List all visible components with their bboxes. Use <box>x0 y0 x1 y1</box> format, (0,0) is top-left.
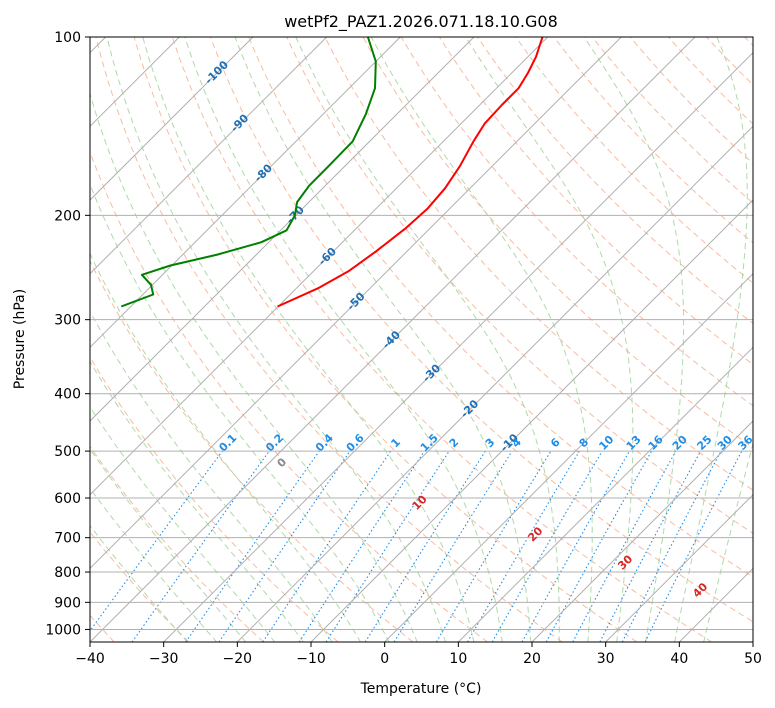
moist-adiabat-line <box>184 37 503 642</box>
mixing-ratio-line <box>325 450 450 642</box>
x-tick-label: 30 <box>597 651 615 667</box>
y-tick-label: 200 <box>54 208 81 224</box>
y-axis: 100 200 300 400 500 600 700 800 900 1000 <box>45 30 90 638</box>
y-tick-label: 900 <box>54 595 81 611</box>
dry-adiabat-line <box>629 37 753 165</box>
dewpoint-profile-line <box>120 37 377 308</box>
sounding-series <box>120 37 544 308</box>
dry-adiabat-line <box>90 259 414 642</box>
x-tick-label: 40 <box>670 651 688 667</box>
y-tick-label: 700 <box>54 531 81 547</box>
isotherm-line <box>384 272 753 642</box>
moist-adiabat-line <box>583 37 685 642</box>
x-axis-label: Temperature (°C) <box>360 681 482 697</box>
moist-adiabat-line <box>234 37 532 642</box>
isotherm-line <box>90 37 475 422</box>
y-tick-label: 500 <box>54 444 81 460</box>
isotherm-line <box>90 37 696 642</box>
x-tick-label: −10 <box>296 651 326 667</box>
isotherms <box>90 37 753 642</box>
moist-adiabat-line <box>90 360 305 642</box>
y-tick-label: 600 <box>54 491 81 507</box>
x-tick-label: −40 <box>75 651 105 667</box>
mixing-ratio-line <box>90 450 223 632</box>
y-tick-label: 300 <box>54 313 81 329</box>
x-tick-label: −30 <box>149 651 179 667</box>
moist-adiabat-line <box>90 91 418 642</box>
plot-frame <box>89 36 754 643</box>
moist-adiabat-line <box>90 182 390 642</box>
mixing-ratio-line <box>364 450 486 642</box>
x-tick-label: 0 <box>380 651 389 667</box>
moist-adiabat-line <box>295 37 560 642</box>
isotherm-line <box>163 51 753 642</box>
dry-adiabat-line <box>210 37 753 623</box>
dry-adiabat-line <box>324 37 753 491</box>
mixing-ratio-line <box>491 450 603 642</box>
mixing-ratio-line <box>572 450 677 642</box>
moist-adiabat-line <box>703 441 753 642</box>
x-tick-label: 50 <box>744 651 762 667</box>
moist-adiabat-line <box>674 37 748 642</box>
y-axis-label: Pressure (hPa) <box>12 289 28 389</box>
isotherm-line <box>310 199 753 642</box>
isotherm-line <box>605 493 753 642</box>
mixing-ratio-line <box>521 450 630 642</box>
dry-adiabat-line <box>95 37 563 642</box>
temperature-profile-line <box>277 37 544 308</box>
dry-adiabat-line <box>171 37 712 642</box>
y-tick-label: 800 <box>54 565 81 581</box>
dry-adiabat-line <box>477 37 753 325</box>
mixing-ratio-line <box>467 450 580 642</box>
moist-adiabats <box>90 37 753 642</box>
mixing-ratio-line <box>131 450 270 642</box>
x-tick-label: −20 <box>223 651 253 667</box>
dry-adiabat-line <box>591 37 753 204</box>
moist-adiabat-line <box>106 37 447 642</box>
x-tick-label: 20 <box>523 651 541 667</box>
dry-adiabat-line <box>90 445 264 642</box>
mixing-ratio-line <box>393 450 513 642</box>
x-axis: −40 −30 −20 −10 0 10 20 30 40 50 <box>75 642 762 667</box>
y-tick-label: 400 <box>54 387 81 403</box>
y-tick-label: 100 <box>54 30 81 46</box>
dry-adiabat-line <box>400 37 753 407</box>
moist-adiabat-line <box>370 37 593 642</box>
mixing-ratio-line <box>218 450 351 642</box>
isotherm-line <box>531 420 753 642</box>
moist-adiabat-line <box>465 37 634 642</box>
dry-adiabat-line <box>515 37 753 284</box>
chart-title: wetPf2_PAZ1.2026.071.18.10.G08 <box>284 12 558 32</box>
isotherm-line <box>90 37 622 570</box>
plot-area: -100-90-80-70-60-50-40-30-20-100.1 0.2 0.4… <box>90 37 753 642</box>
isotherm-line <box>90 37 549 496</box>
moist-adiabat-line <box>142 37 475 642</box>
dry-adiabat-line <box>248 37 753 578</box>
mixing-ratio-line <box>185 450 320 642</box>
y-tick-label: 1000 <box>45 622 81 638</box>
x-tick-label: 10 <box>449 651 467 667</box>
mixing-ratio-line <box>435 450 552 642</box>
moist-adiabat-line <box>90 310 333 642</box>
dry-adiabat-line <box>133 37 638 642</box>
isotherm-line <box>90 37 401 349</box>
isotherm-line <box>236 125 753 642</box>
moist-adiabat-line <box>90 252 362 642</box>
isotherm-line <box>457 346 753 642</box>
isotherm-line <box>90 37 254 201</box>
isotherm-line <box>90 37 328 275</box>
